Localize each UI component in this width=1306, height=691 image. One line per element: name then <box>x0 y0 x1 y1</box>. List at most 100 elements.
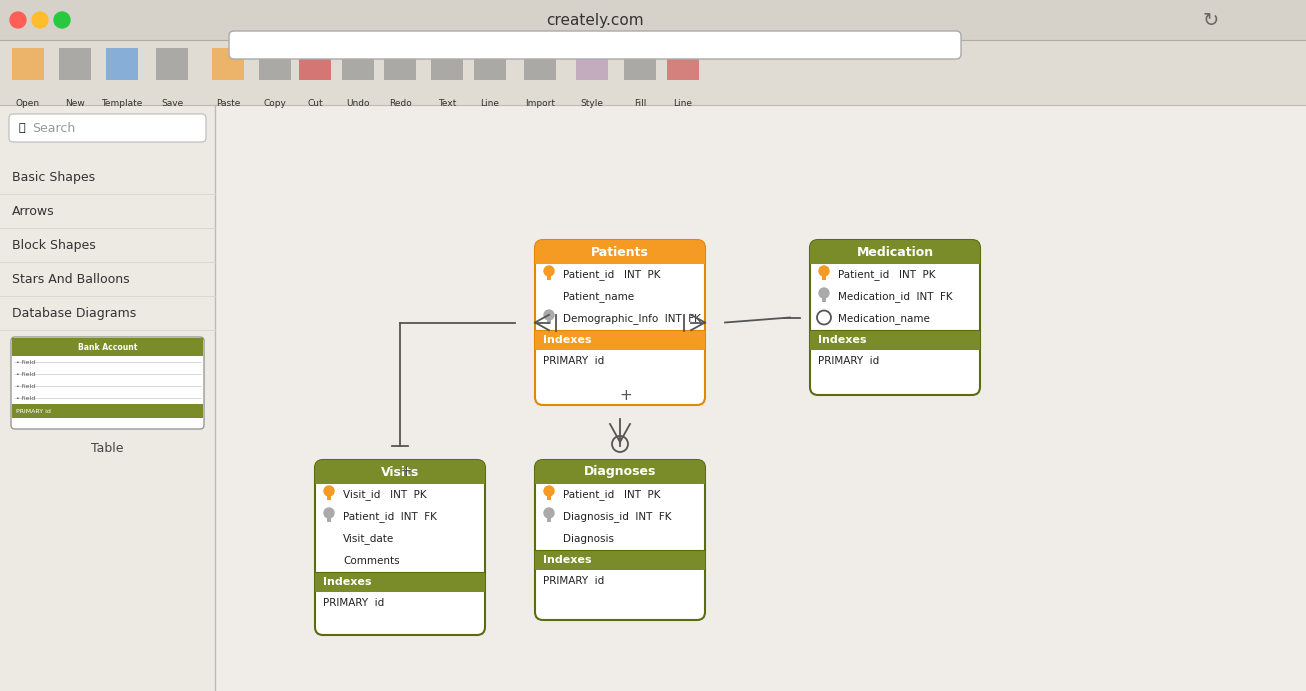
Circle shape <box>545 508 554 518</box>
Text: Arrows: Arrows <box>12 205 55 218</box>
Bar <box>259 48 291 80</box>
FancyBboxPatch shape <box>535 460 705 484</box>
Bar <box>212 48 244 80</box>
Text: Comments: Comments <box>343 556 400 566</box>
Text: Cut: Cut <box>307 99 323 108</box>
Text: Diagnosis_id  INT  FK: Diagnosis_id INT FK <box>563 511 671 522</box>
Text: Fill: Fill <box>633 99 646 108</box>
Text: Copy: Copy <box>264 99 286 108</box>
Bar <box>821 296 825 302</box>
Circle shape <box>10 12 26 28</box>
Bar <box>215 105 1306 691</box>
Text: • field: • field <box>16 372 35 377</box>
Bar <box>326 494 330 500</box>
FancyBboxPatch shape <box>315 460 485 484</box>
Text: 🔍: 🔍 <box>18 123 25 133</box>
Bar <box>535 252 705 264</box>
Text: PRIMARY  id: PRIMARY id <box>543 576 605 586</box>
Text: Demographic_Info  INT  FK: Demographic_Info INT FK <box>563 314 701 325</box>
Circle shape <box>324 508 334 518</box>
Text: Patient_id   INT  PK: Patient_id INT PK <box>563 489 661 500</box>
Text: PRIMARY id: PRIMARY id <box>16 408 51 413</box>
Text: Search: Search <box>33 122 76 135</box>
Text: Table: Table <box>91 442 124 455</box>
Text: • field: • field <box>16 395 35 401</box>
Text: Patient_id   INT  PK: Patient_id INT PK <box>838 269 935 281</box>
Bar <box>535 550 705 570</box>
Bar <box>431 48 464 80</box>
Text: PRIMARY  id: PRIMARY id <box>543 356 605 366</box>
Text: PRIMARY  id: PRIMARY id <box>323 598 384 608</box>
Text: Indexes: Indexes <box>543 335 592 345</box>
Text: Import: Import <box>525 99 555 108</box>
Bar <box>59 48 91 80</box>
Bar <box>0 105 215 691</box>
Bar <box>315 572 485 592</box>
FancyBboxPatch shape <box>315 460 485 635</box>
Circle shape <box>545 310 554 320</box>
Text: Style: Style <box>580 99 603 108</box>
Text: Medication_name: Medication_name <box>838 314 930 325</box>
Bar <box>155 48 188 80</box>
Text: Line: Line <box>481 99 499 108</box>
Bar <box>576 48 609 80</box>
Bar <box>821 274 825 280</box>
FancyBboxPatch shape <box>535 240 705 264</box>
Text: Patients: Patients <box>592 245 649 258</box>
Bar <box>12 338 202 356</box>
Text: creately.com: creately.com <box>546 12 644 28</box>
Bar <box>299 48 330 80</box>
Text: Patient_id   INT  PK: Patient_id INT PK <box>563 269 661 281</box>
Text: Indexes: Indexes <box>323 577 371 587</box>
Text: Visit_id   INT  PK: Visit_id INT PK <box>343 489 427 500</box>
Circle shape <box>324 486 334 496</box>
Circle shape <box>54 12 71 28</box>
Bar <box>547 494 551 500</box>
Text: Paste: Paste <box>215 99 240 108</box>
FancyBboxPatch shape <box>535 460 705 620</box>
Bar <box>547 274 551 280</box>
Text: Visit_date: Visit_date <box>343 533 394 545</box>
Text: Redo: Redo <box>389 99 411 108</box>
Text: Patient_name: Patient_name <box>563 292 635 303</box>
Bar <box>524 48 556 80</box>
Text: Block Shapes: Block Shapes <box>12 238 95 252</box>
Bar <box>535 472 705 484</box>
Text: Line: Line <box>674 99 692 108</box>
Text: Indexes: Indexes <box>543 555 592 565</box>
Circle shape <box>819 288 829 298</box>
Text: • field: • field <box>16 359 35 364</box>
Bar <box>0 0 1306 40</box>
FancyBboxPatch shape <box>10 337 204 429</box>
Text: • field: • field <box>16 384 35 388</box>
FancyBboxPatch shape <box>229 31 961 59</box>
Text: ↻: ↻ <box>1203 10 1220 30</box>
Bar <box>624 48 656 80</box>
Circle shape <box>545 266 554 276</box>
Text: PRIMARY  id: PRIMARY id <box>818 356 879 366</box>
FancyBboxPatch shape <box>810 240 980 395</box>
Text: Open: Open <box>16 99 40 108</box>
Text: Basic Shapes: Basic Shapes <box>12 171 95 184</box>
Bar <box>547 516 551 522</box>
Bar <box>12 48 44 80</box>
Text: Medication: Medication <box>857 245 934 258</box>
Circle shape <box>545 486 554 496</box>
Bar <box>547 318 551 324</box>
Text: Bank Account: Bank Account <box>78 343 137 352</box>
Bar <box>667 48 699 80</box>
Text: Undo: Undo <box>346 99 370 108</box>
Text: Save: Save <box>161 99 183 108</box>
Bar <box>810 252 980 264</box>
Text: New: New <box>65 99 85 108</box>
Text: Template: Template <box>102 99 142 108</box>
Bar <box>342 48 374 80</box>
Text: +: + <box>400 464 413 480</box>
Bar <box>0 40 1306 105</box>
Text: Stars And Balloons: Stars And Balloons <box>12 272 129 285</box>
Circle shape <box>33 12 48 28</box>
Text: Indexes: Indexes <box>818 335 866 345</box>
Text: Visits: Visits <box>381 466 419 478</box>
Text: Text: Text <box>438 99 456 108</box>
Bar <box>315 472 485 484</box>
